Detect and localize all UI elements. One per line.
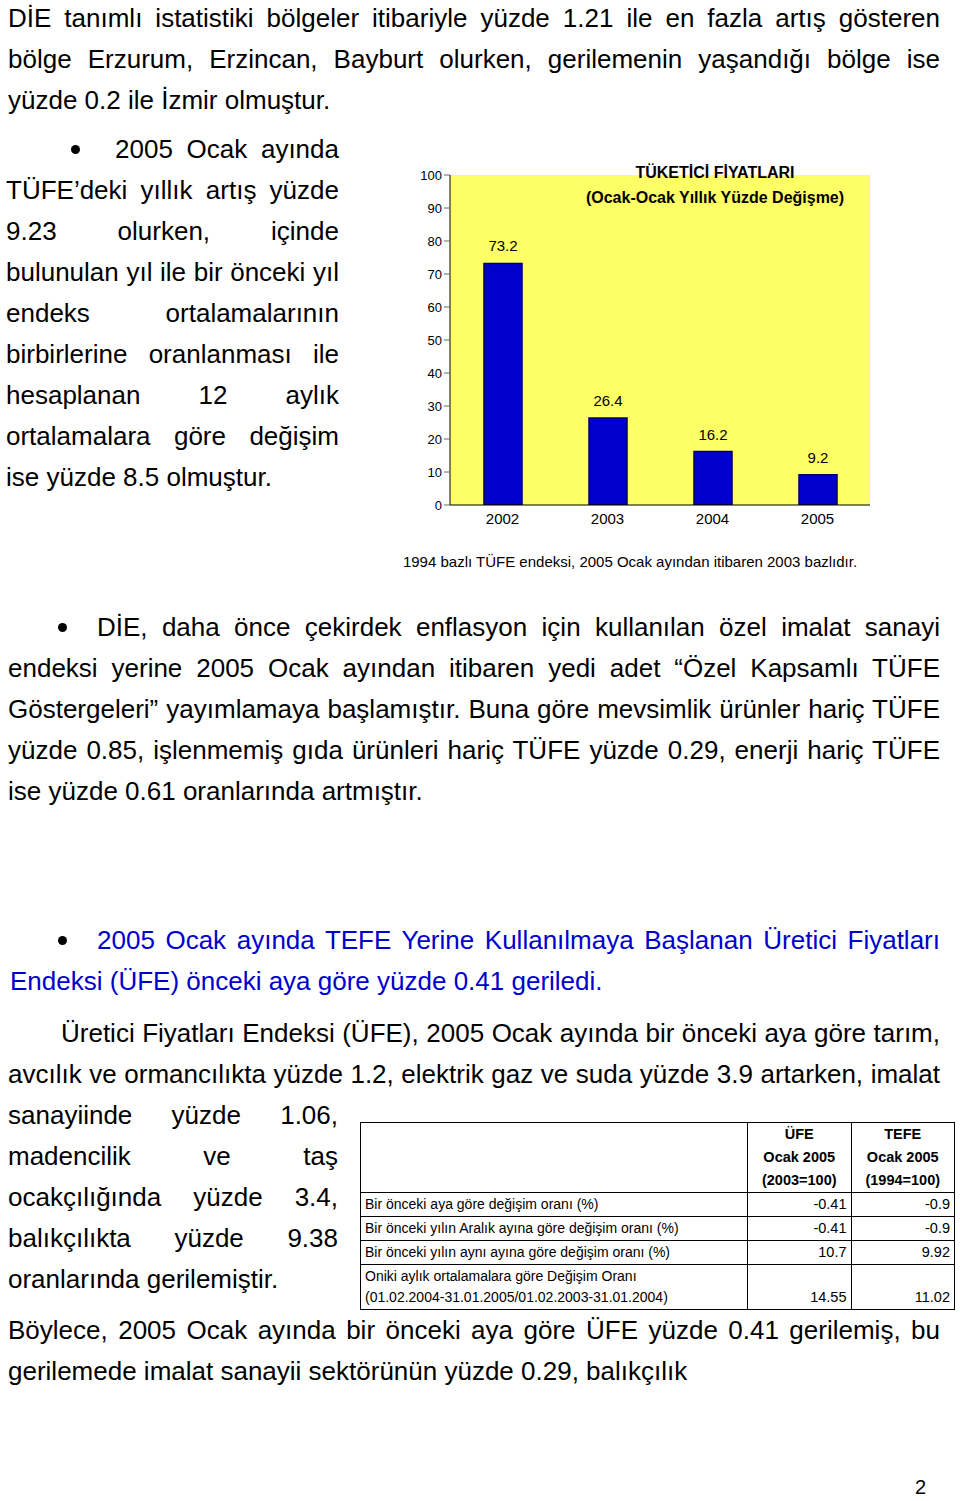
svg-text:2003: 2003 <box>591 510 624 527</box>
html-text:Bir önceki yılın aynı ayına gö: Bir önceki yılın aynı ayına göre değişim… <box>365 1244 670 1260</box>
html-text:Oniki aylık ortalamalara göre: Oniki aylık ortalamalara göre Değişim Or… <box>365 1268 637 1284</box>
html-text:TEFE: TEFE <box>884 1126 922 1142</box>
html-text:Üretici Fiyatları Endeksi (ÜFE: Üretici Fiyatları Endeksi (ÜFE), 2005 Oc… <box>8 1018 940 1294</box>
svg-text:0: 0 <box>435 498 442 513</box>
html-text:Ocak 2005: Ocak 2005 <box>866 1149 939 1165</box>
html-text:(01.02.2004-31.01.2005/01.02.2: (01.02.2004-31.01.2005/01.02.2003-31.01.… <box>365 1289 668 1305</box>
html-text:-0.9: -0.9 <box>925 1196 950 1212</box>
html-text:ÜFE: ÜFE <box>784 1126 814 1142</box>
html-text:Ocak 2005: Ocak 2005 <box>763 1149 836 1165</box>
html-text:DİE tanımlı istatistiki bölgel: DİE tanımlı istatistiki bölgeler itibari… <box>8 3 940 115</box>
html-text:-0.41: -0.41 <box>813 1220 847 1236</box>
svg-text:90: 90 <box>428 201 442 216</box>
html-text:Bir önceki aya göre değişim or: Bir önceki aya göre değişim oranı (%) <box>365 1196 599 1212</box>
svg-text:30: 30 <box>428 399 442 414</box>
svg-text:80: 80 <box>428 234 442 249</box>
svg-text:50: 50 <box>428 333 442 348</box>
html-text:-0.41: -0.41 <box>813 1196 847 1212</box>
svg-text:73.2: 73.2 <box>488 237 517 254</box>
svg-text:26.4: 26.4 <box>593 392 622 409</box>
svg-text:9.2: 9.2 <box>808 449 829 466</box>
html-text:-0.9: -0.9 <box>925 1220 950 1236</box>
html-text:Böylece, 2005 Ocak ayında bir: Böylece, 2005 Ocak ayında bir önceki aya… <box>8 1315 940 1386</box>
html-text:10.7: 10.7 <box>818 1244 847 1260</box>
html-text:2005 Ocak ayında TEFE Yerine K: 2005 Ocak ayında TEFE Yerine Kullanılmay… <box>10 925 940 996</box>
svg-text:20: 20 <box>428 432 442 447</box>
html-text:DİE, daha önce çekirdek enflas: DİE, daha önce çekirdek enflasyon için k… <box>8 612 940 806</box>
html-text:TÜKETİCİ FİYATLARI: TÜKETİCİ FİYATLARI <box>635 164 795 181</box>
html-text:2: 2 <box>915 1476 927 1498</box>
svg-text:60: 60 <box>428 300 442 315</box>
html-text:9.92: 9.92 <box>921 1244 950 1260</box>
svg-text:100: 100 <box>420 168 442 183</box>
html-text:(Ocak-Ocak Yıllık Yüzde Değişm: (Ocak-Ocak Yıllık Yüzde Değişme) <box>585 189 845 206</box>
html-text:2005 Ocak ayında TÜFE’deki yıl: 2005 Ocak ayında TÜFE’deki yıllık artış … <box>6 134 339 492</box>
svg-text:10: 10 <box>428 465 442 480</box>
html-text:1994 bazlı TÜFE endeksi, 2005: 1994 bazlı TÜFE endeksi, 2005 Ocak ayınd… <box>402 553 858 570</box>
svg-text:2004: 2004 <box>696 510 729 527</box>
html-text:(2003=100): (2003=100) <box>762 1172 837 1188</box>
svg-text:2002: 2002 <box>486 510 519 527</box>
html-text:14.55: 14.55 <box>810 1289 847 1305</box>
svg-text:70: 70 <box>428 267 442 282</box>
svg-text:40: 40 <box>428 366 442 381</box>
html-text:11.02: 11.02 <box>914 1289 950 1305</box>
html-text:(1994=100): (1994=100) <box>865 1172 940 1188</box>
svg-text:16.2: 16.2 <box>698 426 727 443</box>
html-text:Bir önceki yılın Aralık ayına: Bir önceki yılın Aralık ayına göre değiş… <box>365 1220 679 1236</box>
svg-text:2005: 2005 <box>801 510 834 527</box>
